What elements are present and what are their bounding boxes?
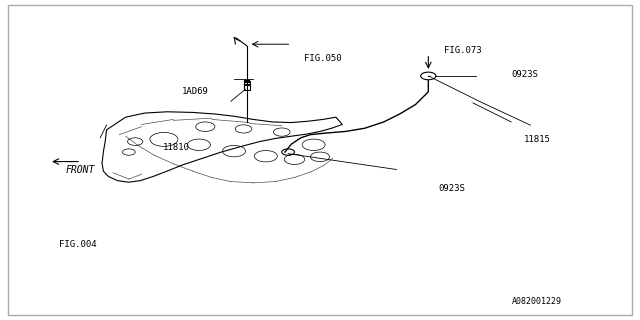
Text: 11815: 11815	[524, 135, 551, 144]
Text: FIG.050: FIG.050	[304, 54, 342, 63]
Text: 0923S: 0923S	[511, 70, 538, 79]
Text: FRONT: FRONT	[65, 164, 95, 174]
Text: 11810: 11810	[163, 143, 189, 152]
Text: FIG.073: FIG.073	[444, 46, 482, 55]
Text: 0923S: 0923S	[438, 184, 465, 193]
Text: FIG.004: FIG.004	[59, 240, 97, 249]
Text: A082001229: A082001229	[512, 297, 562, 306]
Text: 1AD69: 1AD69	[182, 87, 209, 96]
